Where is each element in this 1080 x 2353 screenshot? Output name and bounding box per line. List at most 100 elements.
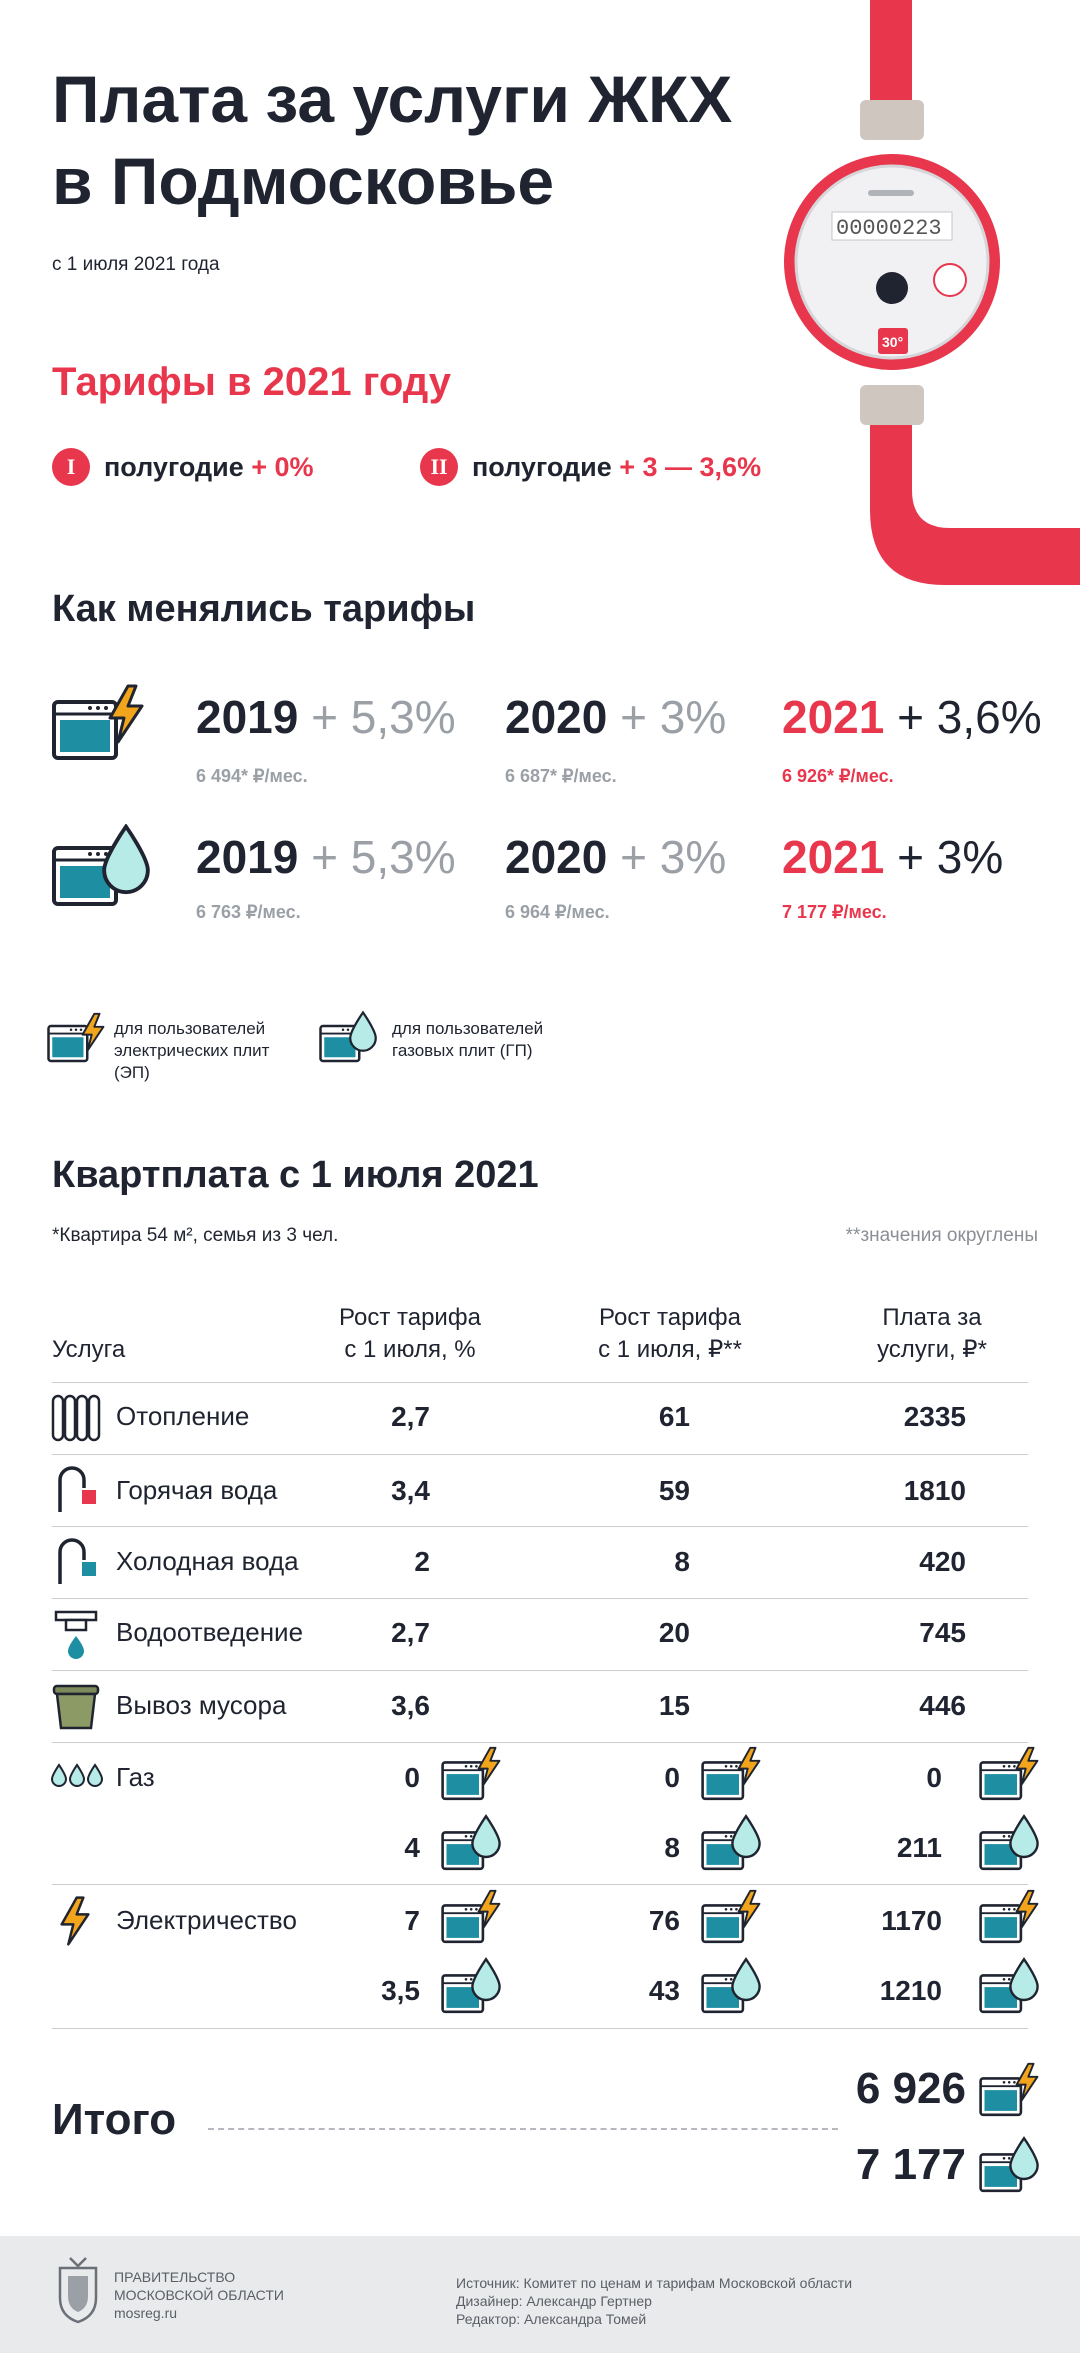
history-gas-2019-amount: 6 763 ₽/мес. <box>196 902 301 922</box>
roman-numeral-2: II <box>420 448 458 486</box>
footer-site: mosreg.ru <box>114 2305 178 2321</box>
service-electricity: Электричество <box>116 1905 297 1935</box>
gas-gas-pct: 4 <box>404 1832 420 1863</box>
gas-gas-rub: 8 <box>664 1832 680 1863</box>
table-divider <box>52 1742 1028 1743</box>
title-line-1: Плата за услуги ЖКХ <box>52 62 733 136</box>
electric-stove-icon <box>701 1746 761 1801</box>
hot-water-pay: 1810 <box>903 1475 966 1506</box>
radiator-icon <box>51 1394 101 1442</box>
drainage-pct: 2,7 <box>391 1617 430 1648</box>
table-divider <box>52 1526 1028 1527</box>
drainage-rub: 20 <box>658 1617 690 1648</box>
drainage-pay: 745 <box>919 1617 966 1648</box>
footer-org: ПРАВИТЕЛЬСТВО МОСКОВСКОЙ ОБЛАСТИ mosreg.ru <box>114 2269 284 2321</box>
legend-gas-text: для пользователей газовых плит (ГП) <box>392 1019 544 1060</box>
meter-digits: 00000223 <box>836 216 942 241</box>
history-electric-2019-amount: 6 494* ₽/мес. <box>196 766 308 786</box>
gas-stove-icon <box>441 1814 501 1871</box>
rent-heading: Квартплата с 1 июля 2021 <box>52 1154 539 1196</box>
subtitle: с 1 июля 2021 года <box>52 254 220 275</box>
electricity-electric-pct: 7 <box>404 1905 420 1936</box>
water-meter-illustration: 00000223 30° <box>784 0 1080 585</box>
tariffs-heading: Тарифы в 2021 году <box>52 360 451 404</box>
half-year-1-label: полугодие <box>104 451 244 482</box>
gas-stove-icon <box>52 824 150 906</box>
service-hot-water: Горячая вода <box>116 1475 278 1505</box>
col-pct: Рост тарифа с 1 июля, % <box>339 1304 481 1363</box>
electric-stove-icon <box>979 2062 1039 2117</box>
gas-electric-rub: 0 <box>664 1762 680 1793</box>
col-pay: Плата за услуги, ₽* <box>877 1304 987 1363</box>
total-label: Итого <box>52 2095 177 2144</box>
col-service: Услуга <box>52 1336 126 1363</box>
footer-source: Источник: Комитет по ценам и тарифам Мос… <box>456 2275 853 2291</box>
heating-pay: 2335 <box>903 1401 966 1432</box>
gas-stove-icon <box>979 2136 1039 2193</box>
history-gas-2021-amount: 7 177 ₽/мес. <box>782 902 887 922</box>
gas-electric-pct: 0 <box>404 1762 420 1793</box>
footer-designer: Дизайнер: Александр Гертнер <box>456 2293 652 2309</box>
gas-electric-pay: 0 <box>926 1762 942 1793</box>
legend-electric-text: для пользователей электрических плит (ЭП) <box>114 1019 270 1082</box>
cold-water-pct: 2 <box>414 1546 430 1577</box>
gas-gas-pay: 211 <box>896 1832 942 1863</box>
history-electric-2019: 2019 + 5,3% <box>196 691 456 743</box>
half-year-2-label: полугодие <box>472 451 612 482</box>
table-divider <box>52 1670 1028 1671</box>
total-gas: 7 177 <box>855 2140 966 2189</box>
history-gas-2020-amount: 6 964 ₽/мес. <box>505 902 610 922</box>
electricity-electric-rub: 76 <box>648 1905 680 1936</box>
service-gas: Газ <box>116 1762 155 1792</box>
page-title: Плата за услуги ЖКХ в Подмосковье <box>52 58 732 222</box>
footer-editor: Редактор: Александра Томей <box>456 2311 647 2327</box>
trash-bin-icon <box>52 1684 100 1730</box>
legend-gas-icon <box>319 1011 377 1063</box>
service-drainage: Водоотведение <box>116 1617 304 1647</box>
history-electric-2020-amount: 6 687* ₽/мес. <box>505 766 617 786</box>
electric-stove-icon <box>441 1746 501 1801</box>
service-trash: Вывоз мусора <box>116 1690 287 1720</box>
note-apartment: *Квартира 54 м², семья из 3 чел. <box>52 1225 339 1246</box>
electric-stove-icon <box>979 1889 1039 1944</box>
table-divider <box>52 1454 1028 1455</box>
heating-pct: 2,7 <box>391 1401 430 1432</box>
gas-stove-icon <box>701 1814 761 1871</box>
note-rounded: **значения округлены <box>845 1225 1038 1246</box>
trash-pay: 446 <box>919 1690 966 1721</box>
history-electric-2021-amount: 6 926* ₽/мес. <box>782 766 894 786</box>
history-heading: Как менялись тарифы <box>52 588 476 630</box>
legend-electric-icon <box>47 1012 105 1063</box>
cold-water-pay: 420 <box>919 1546 966 1577</box>
service-cold-water: Холодная вода <box>116 1546 299 1576</box>
history-gas-2019: 2019 + 5,3% <box>196 831 456 883</box>
footer <box>0 2236 1080 2353</box>
title-line-2: в Подмосковье <box>52 144 555 218</box>
half-year-1: I полугодие + 0% <box>52 448 314 486</box>
trash-pct: 3,6 <box>391 1690 430 1721</box>
total-dashed-line <box>208 2128 838 2130</box>
col-rub: Рост тарифа с 1 июля, ₽** <box>598 1304 742 1363</box>
electric-stove-icon <box>701 1889 761 1944</box>
hot-water-pct: 3,4 <box>391 1475 430 1506</box>
cold-tap-icon <box>58 1538 96 1584</box>
gas-stove-icon <box>979 1814 1039 1871</box>
electric-stove-icon <box>52 684 144 760</box>
gas-stove-icon <box>701 1957 761 2014</box>
trash-rub: 15 <box>658 1690 690 1721</box>
history-electric-2021: 2021 + 3,6% <box>782 691 1042 743</box>
electric-stove-icon <box>979 1746 1039 1801</box>
history-gas-2020: 2020 + 3% <box>505 831 727 883</box>
table-divider <box>52 1884 1028 1885</box>
electricity-gas-pay: 1210 <box>879 1975 942 2006</box>
service-heating: Отопление <box>116 1401 250 1431</box>
drain-icon <box>54 1610 98 1659</box>
table-divider <box>52 1382 1028 1383</box>
electricity-electric-pay: 1170 <box>881 1905 942 1936</box>
cold-water-rub: 8 <box>674 1546 690 1577</box>
table-divider <box>52 2028 1028 2029</box>
electric-stove-icon <box>441 1889 501 1944</box>
heating-rub: 61 <box>658 1401 690 1432</box>
hot-tap-icon <box>58 1466 96 1512</box>
electricity-gas-rub: 43 <box>648 1975 680 2006</box>
